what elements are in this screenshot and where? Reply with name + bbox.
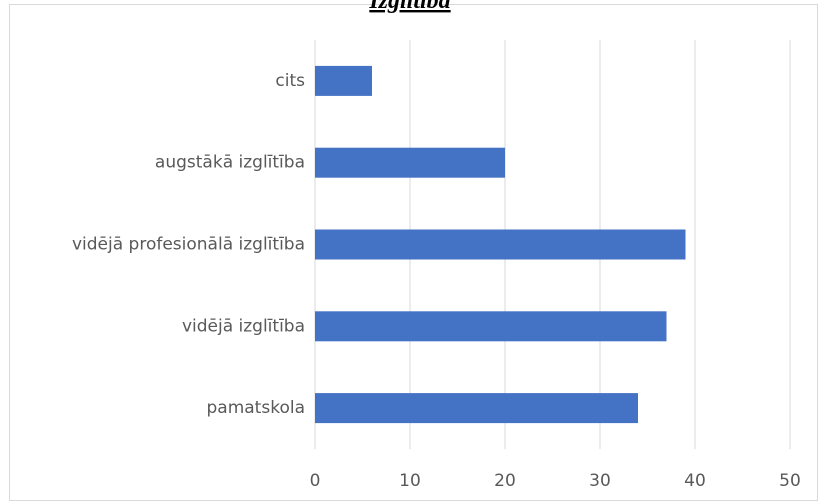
bar [315, 65, 372, 96]
y-tick-label: pamatskola [207, 398, 306, 418]
y-tick-label: vidējā profesionālā izglītība [72, 235, 305, 255]
bar [315, 311, 667, 342]
y-tick-label: augstākā izglītība [155, 153, 305, 173]
x-tick-label: 0 [310, 471, 321, 491]
x-tick-label: 30 [589, 471, 611, 491]
chart-title: Izglītība [368, 0, 450, 14]
x-tick-label: 20 [494, 471, 516, 491]
x-tick-label: 50 [779, 471, 801, 491]
y-tick-label: cits [275, 71, 305, 91]
x-tick-label: 40 [684, 471, 706, 491]
bar [315, 147, 505, 178]
x-tick-label: 10 [399, 471, 421, 491]
bar [315, 393, 638, 424]
y-tick-label: vidējā izglītība [182, 316, 305, 336]
bar [315, 229, 686, 260]
